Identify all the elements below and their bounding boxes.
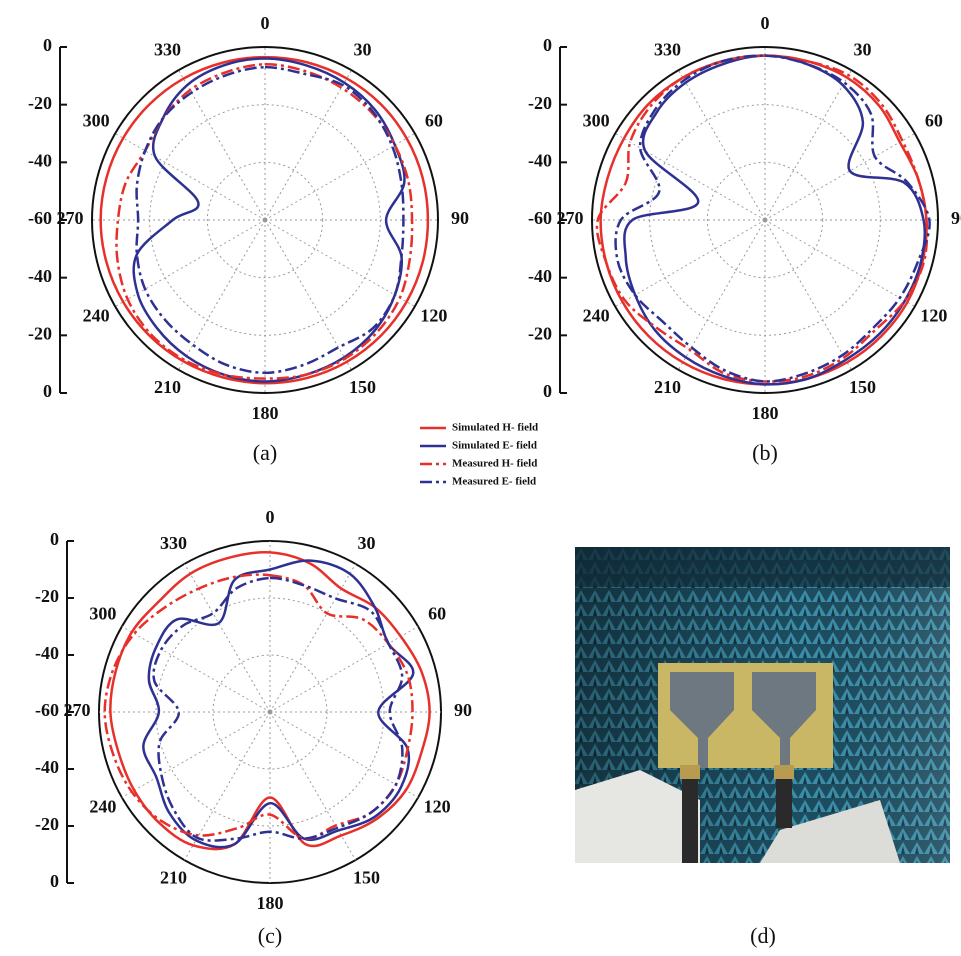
angle-label: 90 xyxy=(951,208,961,228)
angle-label: 210 xyxy=(154,377,181,397)
angle-label: 240 xyxy=(583,306,610,326)
caption: (b) xyxy=(752,440,778,465)
grid-spoke xyxy=(679,70,766,220)
radial-tick-label: -20 xyxy=(28,93,52,113)
radial-tick-label: 0 xyxy=(43,381,52,401)
angle-label: 210 xyxy=(160,867,187,887)
radial-tick-label: -40 xyxy=(528,150,552,170)
series-curve xyxy=(137,67,404,373)
angle-label: 210 xyxy=(654,377,681,397)
angle-label: 0 xyxy=(761,13,770,33)
angle-label: 120 xyxy=(920,306,947,326)
radial-tick-label: 0 xyxy=(50,529,59,549)
caption: (d) xyxy=(750,923,776,948)
radial-tick-label: -40 xyxy=(28,150,52,170)
radial-tick-label: -20 xyxy=(528,93,552,113)
angle-label: 240 xyxy=(83,306,110,326)
grid-spoke xyxy=(765,134,915,221)
angle-label: 0 xyxy=(266,507,275,527)
grid-spoke xyxy=(179,220,266,370)
radial-tick-label: -60 xyxy=(35,700,59,720)
legend-label: Simulated E- field xyxy=(452,440,537,452)
angle-label: 0 xyxy=(261,13,270,33)
angle-label: 300 xyxy=(89,604,116,624)
angle-label: 30 xyxy=(354,39,372,59)
angle-label: 180 xyxy=(257,893,284,913)
grid-spoke xyxy=(270,627,418,713)
radial-tick-label: -40 xyxy=(35,757,59,777)
radial-tick-label: -40 xyxy=(35,643,59,663)
angle-label: 180 xyxy=(252,403,279,423)
grid-spoke xyxy=(265,70,352,220)
angle-label: 330 xyxy=(160,533,187,553)
radial-tick-label: 0 xyxy=(43,35,52,55)
radial-tick-label: 0 xyxy=(50,871,59,891)
angle-label: 30 xyxy=(358,533,376,553)
angle-label: 180 xyxy=(752,403,779,423)
radial-tick-label: -20 xyxy=(528,323,552,343)
caption: (c) xyxy=(258,923,282,948)
grid-spoke xyxy=(265,220,352,370)
grid-spoke xyxy=(115,134,265,221)
angle-label: 120 xyxy=(420,306,447,326)
radial-tick-label: -20 xyxy=(35,814,59,834)
radial-tick-label: -20 xyxy=(28,323,52,343)
angle-label: 330 xyxy=(154,39,181,59)
angle-label: 120 xyxy=(424,797,451,817)
grid-spoke xyxy=(765,220,852,370)
angle-label: 30 xyxy=(854,39,872,59)
angle-label: 150 xyxy=(849,377,876,397)
radial-tick-label: -20 xyxy=(35,586,59,606)
grid-spoke xyxy=(185,564,271,712)
angle-label: 330 xyxy=(654,39,681,59)
legend-label: Measured E- field xyxy=(452,476,536,488)
radial-tick-label: 0 xyxy=(543,35,552,55)
angle-label: 90 xyxy=(451,208,469,228)
radial-tick-label: -60 xyxy=(528,208,552,228)
legend-label: Simulated H- field xyxy=(452,422,538,434)
grid-spoke xyxy=(615,220,765,307)
angle-label: 60 xyxy=(925,111,943,131)
angle-label: 300 xyxy=(83,111,110,131)
radial-tick-label: -40 xyxy=(28,266,52,286)
grid-spoke xyxy=(270,564,356,712)
grid-spoke xyxy=(765,220,915,307)
grid-spoke xyxy=(765,70,852,220)
radial-tick-label: 0 xyxy=(543,381,552,401)
radial-tick-label: -60 xyxy=(28,208,52,228)
angle-label: 150 xyxy=(353,867,380,887)
grid-spoke xyxy=(265,220,415,307)
photo xyxy=(575,547,950,863)
angle-label: 300 xyxy=(583,111,610,131)
series-curve xyxy=(105,575,413,839)
radial-tick-label: -40 xyxy=(528,266,552,286)
angle-label: 60 xyxy=(425,111,443,131)
angle-label: 240 xyxy=(89,797,116,817)
caption: (a) xyxy=(253,440,277,465)
figure: (d) Simulated H- field Simulated E- field… xyxy=(0,0,961,956)
grid-spoke xyxy=(122,627,270,713)
legend-label: Measured H- field xyxy=(452,458,537,470)
angle-label: 60 xyxy=(428,604,446,624)
angle-label: 150 xyxy=(349,377,376,397)
angle-label: 90 xyxy=(454,700,472,720)
